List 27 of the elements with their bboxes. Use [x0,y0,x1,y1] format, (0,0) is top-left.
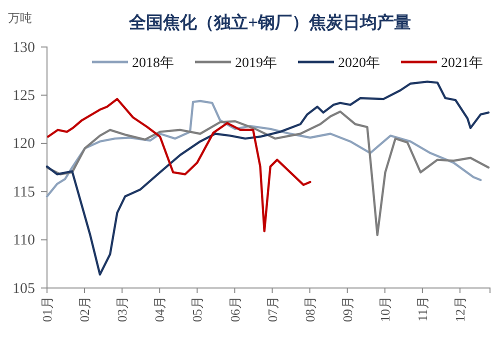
y-tick-label: 115 [13,184,35,200]
y-axis-title: 万吨 [8,11,32,25]
x-tick-label: 02月 [77,296,92,322]
x-tick-label: 03月 [114,296,130,322]
y-tick-label: 110 [13,232,35,249]
x-tick-label: 08月 [302,296,318,322]
x-tick-label: 10月 [377,296,392,322]
x-tick-label: 12月 [452,296,468,322]
legend-label: 2019年 [235,55,277,71]
legend-label: 2021年 [441,55,483,71]
chart-title: 全国焦化（独立+钢厂）焦炭日均产量 [128,13,411,32]
x-tick-label: 06月 [227,296,242,322]
legend-label: 2020年 [338,55,380,71]
x-tick-label: 01月 [40,296,55,322]
y-tick-label: 120 [12,136,35,152]
x-tick-label: 07月 [264,296,280,322]
line-series [47,98,312,232]
x-tick-label: 05月 [190,296,205,322]
y-tick-label: 105 [12,280,35,297]
y-tick-label: 125 [12,88,35,104]
y-tick-label: 130 [12,40,35,56]
legend-label: 2018年 [132,55,174,71]
line-series [46,100,482,198]
x-tick-label: 04月 [152,296,168,322]
x-tick-label: 11月 [414,296,430,322]
line-series [46,80,490,276]
x-tick-label: 09月 [340,296,355,322]
